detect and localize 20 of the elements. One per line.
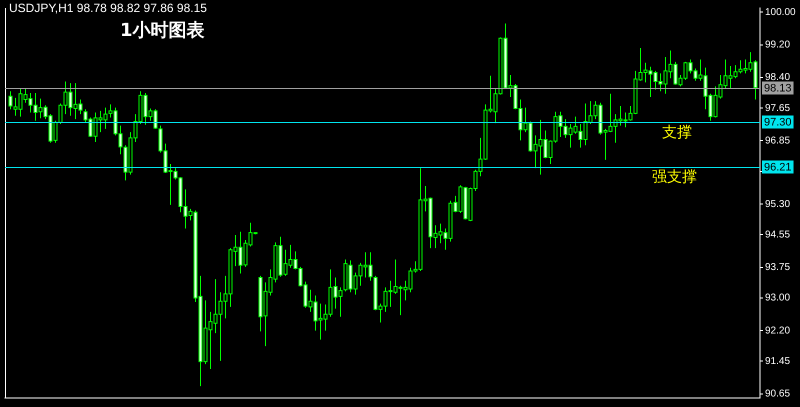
ref-line-label: 97.30	[764, 116, 792, 129]
y-tick-label: 98.40	[765, 72, 790, 84]
y-tick-label: 92.20	[765, 325, 790, 336]
y-tick-label: 91.45	[765, 356, 790, 367]
ref-line-label: 96.21	[764, 162, 792, 174]
ref-line-label: 98.13	[764, 82, 792, 95]
candlestick	[8, 90, 12, 110]
y-tick-label: 96.85	[765, 135, 790, 146]
text: 1小时图表	[120, 19, 205, 42]
y-tick-label: 93.00	[765, 292, 790, 304]
y-tick-label: 94.55	[765, 229, 790, 240]
y-tick-label: 99.20	[765, 40, 790, 51]
y-tick-label: 95.30	[765, 198, 790, 210]
y-tick-label: 100.00	[765, 6, 796, 18]
y-tick-label: 93.75	[765, 262, 790, 274]
y-tick-label: 97.65	[765, 102, 790, 114]
annotation: 强支撑	[652, 168, 697, 186]
y-tick-label: 90.65	[765, 388, 790, 400]
annotation: 支撑	[662, 123, 692, 142]
chart-title: USDJPY,H1 98.78 98.82 97.86 98.15	[9, 1, 207, 15]
